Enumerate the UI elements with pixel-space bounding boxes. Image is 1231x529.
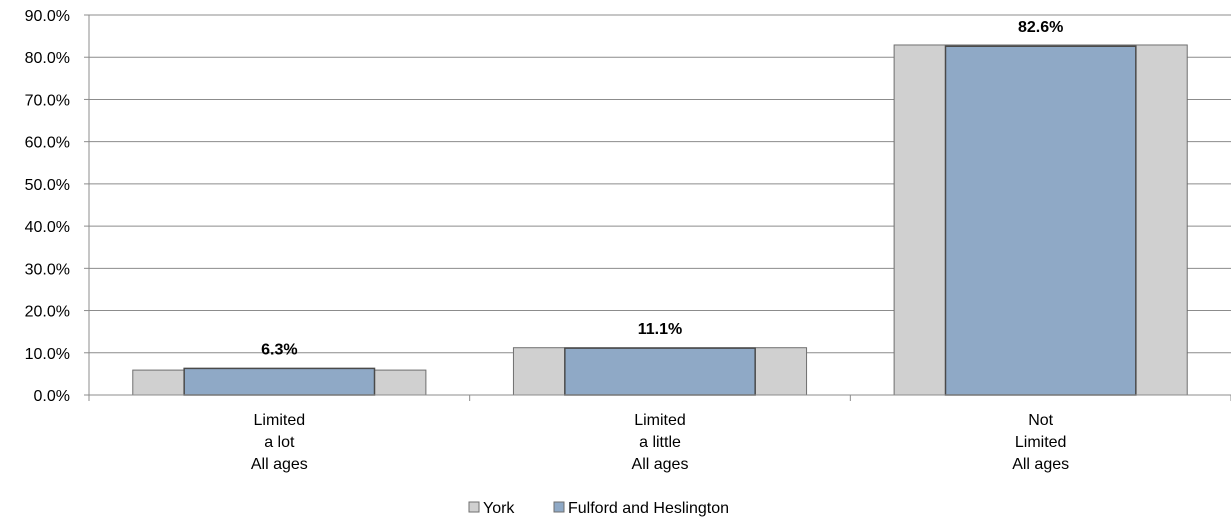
y-tick-label: 90.0% — [25, 8, 70, 25]
y-tick-label: 0.0% — [34, 388, 70, 405]
y-tick-label: 20.0% — [25, 304, 70, 321]
x-category-label: Limited — [634, 412, 686, 429]
data-label: 11.1% — [638, 321, 682, 338]
legend-swatch — [468, 501, 480, 513]
x-category-label: All ages — [632, 456, 689, 473]
legend-label: York — [483, 500, 515, 517]
x-category-label: a little — [639, 434, 681, 451]
axes — [88, 15, 1231, 401]
x-category-label: Limited — [1015, 434, 1067, 451]
y-tick-label: 10.0% — [25, 346, 70, 363]
x-category-label: Not — [1028, 412, 1053, 429]
legend-label: Fulford and Heslington — [568, 500, 729, 517]
x-category-label: All ages — [251, 456, 308, 473]
y-tick-label: 50.0% — [25, 177, 70, 194]
gridlines — [89, 14, 1231, 354]
data-label: 6.3% — [261, 341, 297, 358]
category-labels: Limited a lot All ages Limited a little All a… — [251, 412, 1069, 473]
y-tick-label: 30.0% — [25, 261, 70, 278]
x-category-label: a lot — [264, 434, 295, 451]
legend-swatch — [553, 501, 565, 513]
data-label: 82.6% — [1018, 19, 1063, 36]
y-tick-label: 40.0% — [25, 219, 70, 236]
legend: York Fulford and Heslington — [468, 500, 729, 517]
y-axis-tick-labels: 0.0% 10.0% 20.0% 30.0% 40.0% 50.0% 60.0% 70.0% 8… — [25, 8, 89, 405]
bar-fulford-and-heslington — [183, 367, 376, 396]
x-category-label: All ages — [1012, 456, 1069, 473]
bar-fulford-and-heslington — [944, 45, 1137, 396]
y-tick-label: 60.0% — [25, 135, 70, 152]
bars — [132, 44, 1188, 396]
y-tick-label: 70.0% — [25, 92, 70, 109]
x-category-label: Limited — [254, 412, 306, 429]
y-tick-label: 80.0% — [25, 50, 70, 67]
bar-fulford-and-heslington — [564, 347, 756, 396]
data-labels: 6.3% 11.1% 82.6% — [261, 19, 1063, 358]
